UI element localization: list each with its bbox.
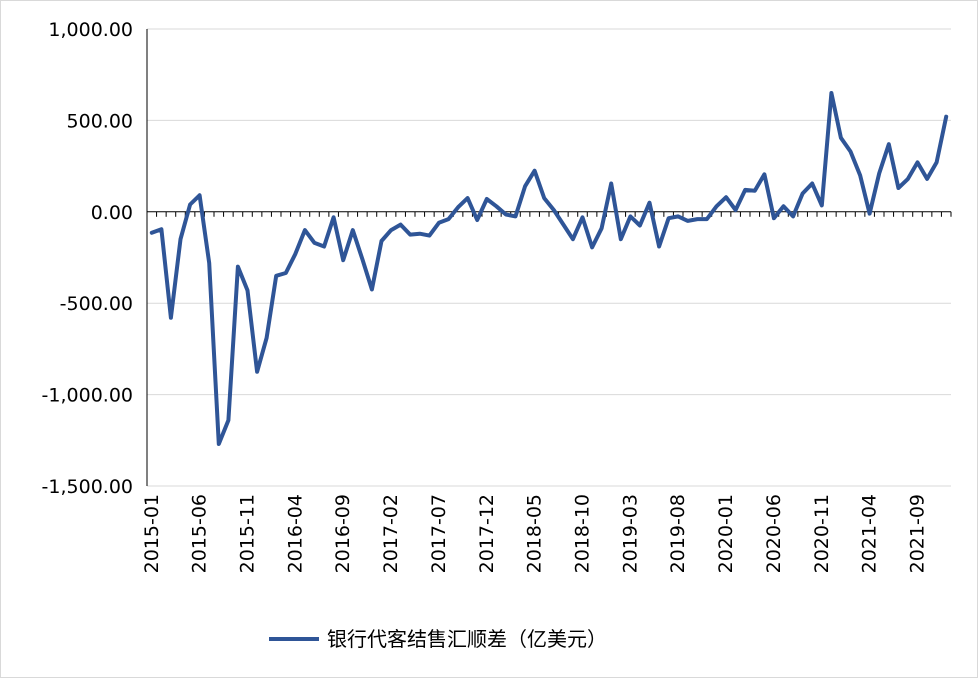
x-tick-label: 2015-01 (141, 494, 163, 573)
x-tick-label: 2018-10 (572, 494, 594, 573)
x-tick-label: 2021-04 (859, 494, 881, 573)
y-tick-label: 500.00 (67, 110, 133, 132)
x-tick-label: 2017-02 (380, 494, 402, 573)
y-tick-label: 0.00 (91, 202, 133, 224)
x-tick-label: 2016-09 (332, 494, 354, 573)
x-tick-label: 2015-11 (237, 494, 259, 573)
x-tick-label: 2020-01 (715, 494, 737, 573)
x-tick-label: 2019-08 (667, 494, 689, 573)
x-tick-label: 2020-11 (811, 494, 833, 573)
series-layer (149, 91, 949, 446)
series-line (149, 91, 949, 446)
x-tick-label: 2015-06 (189, 494, 211, 573)
x-tick-label: 2017-12 (476, 494, 498, 573)
x-tick-label: 2020-06 (763, 494, 785, 573)
x-axis: 2015-01 2015-06 2015-11 2016-04 2016-09 2017-… (141, 211, 952, 573)
y-tick-label: -500.00 (60, 293, 133, 315)
y-tick-label: -1,500.00 (42, 476, 133, 498)
x-tick-label: 2018-05 (524, 494, 546, 573)
x-tick-label: 2019-03 (619, 494, 641, 573)
y-tick-label: -1,000.00 (42, 385, 133, 407)
legend: 银行代客结售汇顺差（亿美元） (269, 627, 607, 651)
legend-label: 银行代客结售汇顺差（亿美元） (327, 627, 607, 651)
x-tick-label: 2017-07 (428, 494, 450, 573)
y-axis: 1,000.00 500.00 0.00 -500.00 -1,000.00 -1,500… (42, 19, 148, 498)
grid-lines (147, 28, 951, 487)
x-tick-label: 2016-04 (284, 494, 306, 573)
y-tick-label: 1,000.00 (48, 19, 133, 41)
x-tick-label: 2021-09 (907, 494, 929, 573)
